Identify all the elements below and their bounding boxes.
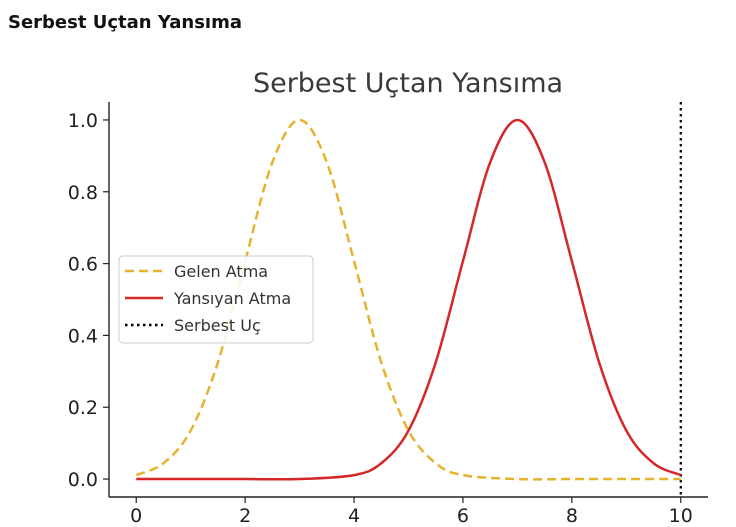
legend-label: Gelen Atma xyxy=(174,262,268,281)
page-heading: Serbest Uçtan Yansıma xyxy=(8,12,242,33)
plot-area: 0 2 4 6 8 10 0.0 0.2 0.4 0.6 0.8 1.0 xyxy=(68,102,708,527)
x-tick-label: 10 xyxy=(669,505,693,527)
legend: Gelen Atma Yansıyan Atma Serbest Uç xyxy=(118,255,314,344)
x-tick-label: 4 xyxy=(348,505,360,527)
yansiyan-atma-line xyxy=(136,118,682,481)
gelen-atma-line xyxy=(135,118,681,481)
x-tick-label: 6 xyxy=(457,505,469,527)
x-tick-label: 0 xyxy=(130,505,142,527)
x-tick-label: 8 xyxy=(566,505,578,527)
x-tick-label: 2 xyxy=(239,505,251,527)
y-tick-label: 0.0 xyxy=(68,469,98,491)
y-tick-label: 1.0 xyxy=(68,110,98,132)
y-tick-label: 0.2 xyxy=(68,397,98,419)
y-tick-label: 0.8 xyxy=(68,182,98,204)
y-tick-label: 0.4 xyxy=(68,325,98,347)
legend-label: Serbest Uç xyxy=(174,316,261,335)
legend-box xyxy=(118,255,314,344)
legend-label: Yansıyan Atma xyxy=(173,289,291,308)
y-tick-label: 0.6 xyxy=(68,254,98,276)
chart-title: Serbest Uçtan Yansıma xyxy=(253,68,563,99)
